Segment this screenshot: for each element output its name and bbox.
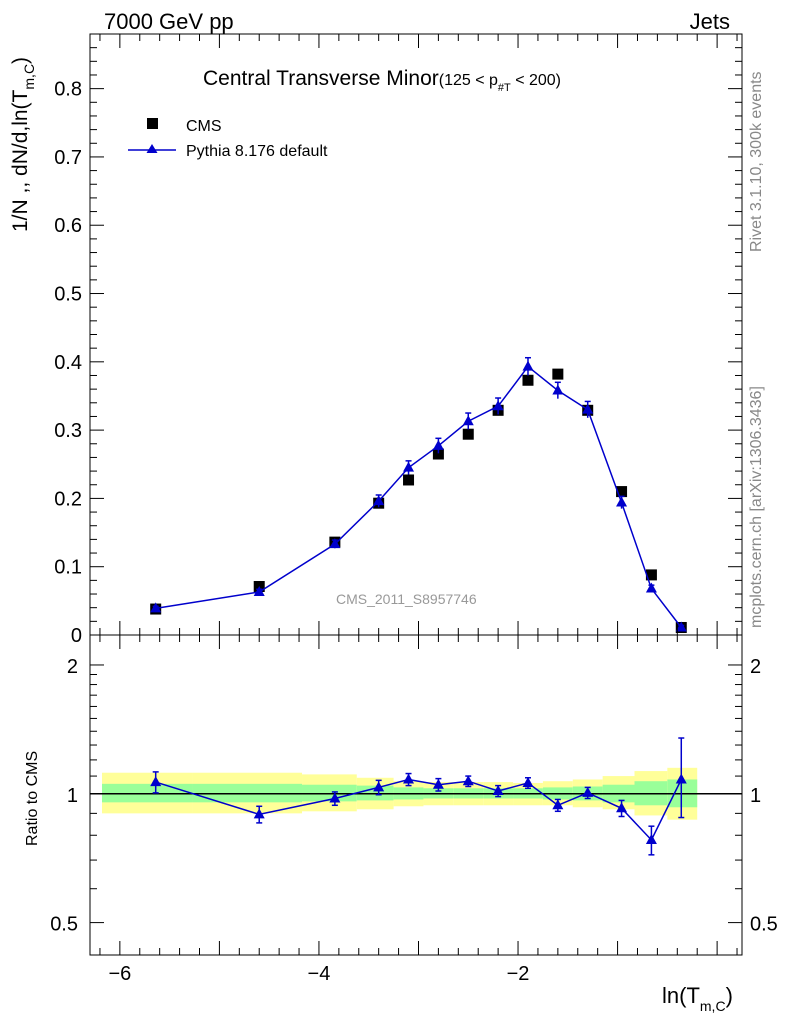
ratio-data-point: [150, 776, 162, 787]
ratio-data-point: [492, 785, 504, 796]
main-y-tick-label: 0.3: [54, 420, 82, 442]
pythia-data-point: [616, 496, 628, 507]
legend: CMS Pythia 8.176 default: [128, 118, 328, 160]
main-y-axis-label: 1/N ,, dN/d,ln(Tm,C): [9, 57, 37, 232]
ratio-data-point: [616, 802, 628, 813]
ratio-data-point: [645, 833, 657, 844]
ratio-band-green: [356, 785, 394, 801]
pythia-data-point: [645, 582, 657, 593]
ratio-frame: [89, 634, 743, 956]
legend-marker-pythia: [146, 144, 158, 153]
ratio-data-point: [329, 792, 341, 803]
pythia-line: [155, 365, 682, 628]
main-axes: 0 0.1 0.2 0.3 0.4 0.5 0.6 0.7 0.8: [54, 33, 743, 647]
ratio-y-axis-label: Ratio to CMS: [24, 751, 41, 846]
x-tick-label: −4: [308, 963, 331, 985]
process-label: Jets: [689, 9, 730, 34]
legend-marker-cms: [147, 118, 158, 129]
ratio-data-point: [582, 786, 594, 797]
pythia-data-point: [253, 585, 265, 596]
energy-label: 7000 GeV pp: [104, 9, 234, 34]
pythia-data-point: [403, 461, 415, 472]
ratio-data-point: [403, 773, 415, 784]
ratio-marks: [150, 737, 687, 856]
main-panel: 0 0.1 0.2 0.3 0.4 0.5 0.6 0.7 0.8 Central Transv…: [9, 33, 743, 647]
main-y-tick-label: 0.6: [54, 215, 82, 237]
main-y-tick-label: 0.2: [54, 488, 82, 510]
cms-data-point: [432, 448, 444, 460]
cms-data-point: [552, 368, 564, 380]
ratio-data-point: [552, 799, 564, 810]
cms-data-point: [616, 486, 628, 498]
ratio-y-tick-label-right: 2: [750, 656, 761, 678]
main-y-tick-label: 0.5: [54, 284, 82, 306]
ratio-y-tick-label-right: 0.5: [750, 914, 778, 936]
pythia-data-point: [522, 360, 534, 371]
legend-label-cms: CMS: [186, 118, 222, 135]
legend-label-pythia: Pythia 8.176 default: [186, 143, 328, 160]
main-title: Central Transverse Minor(125 < p#T < 200…: [203, 67, 561, 94]
pythia-data-point: [432, 439, 444, 450]
cms-data-point: [403, 474, 415, 486]
cms-data-point: [645, 569, 657, 581]
ratio-data-point: [522, 776, 534, 787]
pythia-data-point: [373, 495, 385, 506]
cms-data-point: [522, 374, 534, 386]
pythia-data-point: [582, 403, 594, 414]
pythia-data-point: [675, 621, 687, 632]
pythia-data-point: [462, 415, 474, 426]
ratio-y-tick-label: 1: [67, 785, 78, 807]
x-axis-label: ln(Tm,C): [662, 983, 733, 1014]
ratio-bands: [90, 767, 742, 820]
ratio-y-tick-label: 0.5: [50, 914, 78, 936]
ratio-y-tick-label-right: 1: [750, 785, 761, 807]
pythia-data-point: [552, 384, 564, 395]
ratio-axes: −6 −4 −2 0.5 0.5 1 1 2 2: [50, 634, 778, 985]
pythia-data-point: [329, 538, 341, 549]
main-y-tick-label: 0.8: [54, 79, 82, 101]
main-y-tick-label: 0.4: [54, 352, 82, 374]
ratio-data-point: [462, 775, 474, 786]
ratio-data-point: [373, 781, 385, 792]
main-marks: [150, 356, 687, 633]
cms-data-point: [462, 428, 474, 440]
x-tick-label: −6: [108, 963, 131, 985]
main-y-tick-label: 0.7: [54, 147, 82, 169]
ratio-line: [155, 778, 682, 842]
pythia-data-point: [492, 400, 504, 411]
x-tick-label: −2: [507, 963, 530, 985]
main-y-tick-label: 0: [71, 625, 82, 647]
watermark: CMS_2011_S8957746: [336, 591, 477, 607]
ratio-data-point: [253, 808, 265, 819]
ratio-y-tick-label: 2: [67, 656, 78, 678]
ratio-panel: −6 −4 −2 0.5 0.5 1 1 2 2 Ratio to CMS ln(Tm,C): [24, 634, 778, 1014]
ratio-data-point: [675, 773, 687, 784]
ratio-data-point: [432, 778, 444, 789]
main-y-tick-label: 0.1: [54, 557, 82, 579]
pythia-data-point: [150, 602, 162, 613]
